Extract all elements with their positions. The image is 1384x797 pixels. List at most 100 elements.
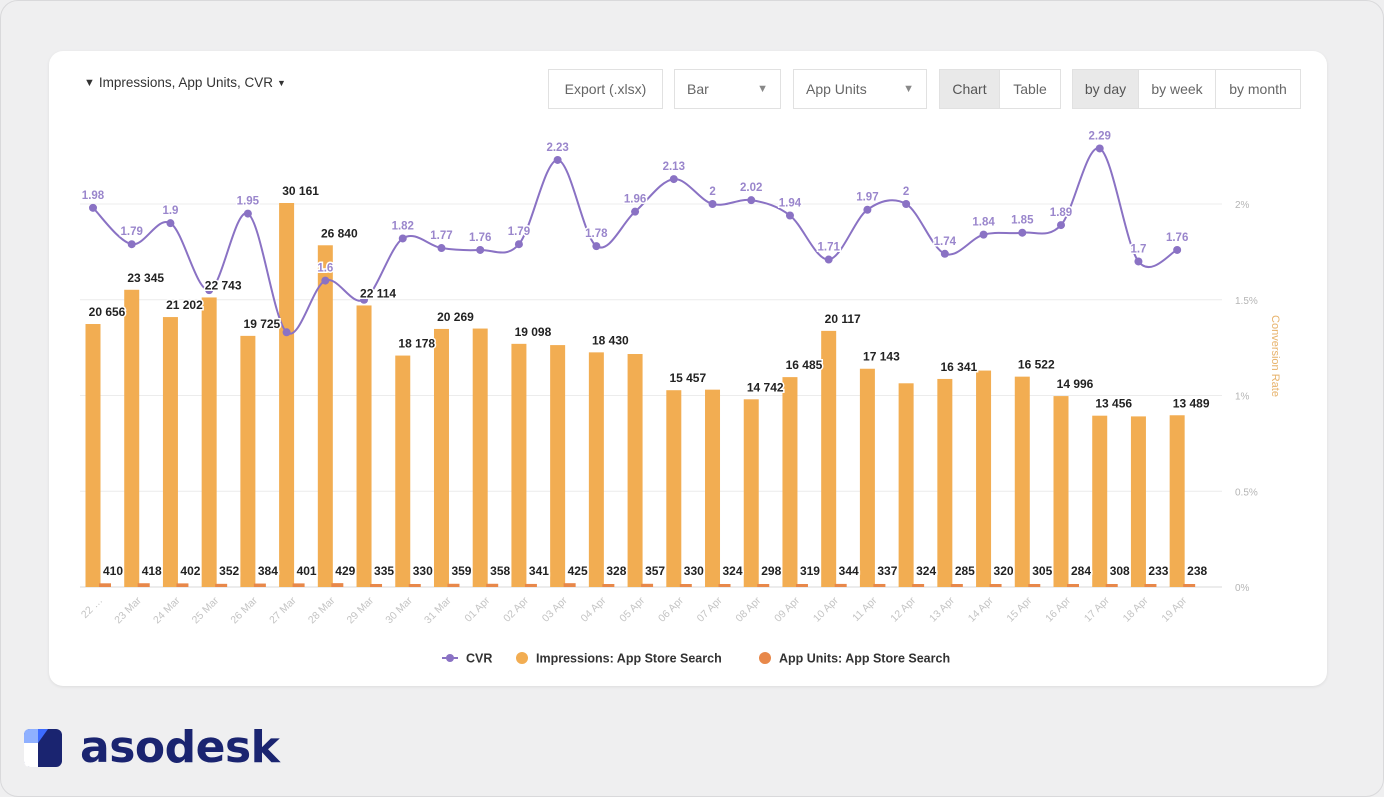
unit-bar xyxy=(408,584,421,587)
unit-bar xyxy=(99,583,111,587)
cvr-point xyxy=(243,209,252,218)
unit-bar xyxy=(1144,584,1157,587)
x-tick-label: 27 Mar xyxy=(267,594,299,626)
unit-bar xyxy=(524,583,537,587)
y-right-tick-label: 0.5% xyxy=(1235,487,1258,498)
cvr-point xyxy=(1134,257,1143,266)
view-chart-tab[interactable]: Chart xyxy=(939,69,1000,109)
impression-data-label: 21 202 xyxy=(166,298,203,312)
unit-bar xyxy=(641,583,654,587)
x-tick-label: 10 Apr xyxy=(811,594,841,624)
x-tick-label: 22 … xyxy=(79,595,105,621)
cvr-data-label: 2.29 xyxy=(1089,130,1111,142)
cvr-data-label: 1.82 xyxy=(392,220,414,232)
unit-data-label: 418 xyxy=(142,564,162,578)
impression-data-label: 22 743 xyxy=(205,278,242,292)
impression-bar xyxy=(1130,416,1146,587)
impression-data-label: 26 840 xyxy=(321,226,358,240)
unit-data-label: 410 xyxy=(103,564,123,578)
cvr-point xyxy=(437,244,446,253)
unit-bar xyxy=(253,583,266,587)
unit-data-label: 352 xyxy=(219,564,239,578)
x-tick-label: 07 Apr xyxy=(695,594,725,624)
y-right-tick-label: 0% xyxy=(1235,583,1250,594)
unit-bar xyxy=(370,583,383,587)
cvr-data-label: 1.94 xyxy=(779,197,802,209)
unit-bar xyxy=(215,583,228,587)
cvr-data-label: 1.9 xyxy=(162,205,178,217)
cvr-data-label: 1.77 xyxy=(430,230,452,242)
metric-select[interactable]: App Units ▼ xyxy=(793,69,927,109)
cvr-point xyxy=(514,240,523,249)
unit-bar xyxy=(292,583,305,587)
x-tick-label: 31 Mar xyxy=(422,594,454,626)
cvr-point xyxy=(553,155,562,164)
cvr-line xyxy=(92,147,1178,335)
cvr-data-label: 2 xyxy=(709,186,715,198)
metrics-filter[interactable]: ▼ Impressions, App Units, CVR ▼ xyxy=(84,75,286,90)
impression-data-label: 20 117 xyxy=(825,312,861,326)
x-tick-label: 12 Apr xyxy=(888,594,918,624)
impression-bar xyxy=(317,245,333,587)
by-month-label: by month xyxy=(1229,81,1287,97)
x-tick-label: 24 Mar xyxy=(151,594,183,626)
impression-bar xyxy=(356,305,372,587)
legend-label: App Units: App Store Search xyxy=(779,652,950,666)
x-tick-label: 05 Apr xyxy=(617,594,647,624)
unit-data-label: 320 xyxy=(994,564,1014,578)
impression-bar xyxy=(937,378,953,587)
x-tick-label: 25 Mar xyxy=(190,594,222,626)
impression-data-label: 22 114 xyxy=(360,286,396,300)
impression-data-label: 19 725 xyxy=(244,317,281,331)
unit-bar xyxy=(718,584,731,587)
unit-data-label: 402 xyxy=(180,564,200,578)
legend-label: CVR xyxy=(466,652,492,666)
impression-data-label: 16 341 xyxy=(940,360,977,374)
by-month-tab[interactable]: by month xyxy=(1215,69,1301,109)
cvr-point xyxy=(360,295,369,304)
y-right-tick-label: 2% xyxy=(1235,200,1250,211)
cvr-data-label: 1.97 xyxy=(856,192,878,204)
legend-label: Impressions: App Store Search xyxy=(536,652,722,666)
legend-swatch xyxy=(759,652,771,664)
impression-data-label: 14 742 xyxy=(747,380,784,394)
impression-bar xyxy=(976,370,992,587)
cvr-data-label: 1.76 xyxy=(1166,232,1188,244)
unit-data-label: 384 xyxy=(258,564,278,578)
cvr-data-label: 1.7 xyxy=(1130,243,1146,255)
unit-bar xyxy=(1067,584,1079,587)
cvr-data-label: 1.76 xyxy=(469,232,491,244)
impression-bar xyxy=(240,335,256,587)
cvr-point xyxy=(902,200,911,208)
impression-bar xyxy=(898,383,914,587)
x-tick-label: 01 Apr xyxy=(462,594,492,624)
impression-bar xyxy=(511,343,527,587)
cvr-point xyxy=(321,276,330,285)
by-week-tab[interactable]: by week xyxy=(1138,69,1216,109)
impression-data-label: 13 456 xyxy=(1095,397,1132,411)
impression-bar xyxy=(1053,396,1069,587)
by-day-tab[interactable]: by day xyxy=(1072,69,1139,109)
export-button-label: Export (.xlsx) xyxy=(564,81,647,97)
unit-data-label: 337 xyxy=(877,564,897,578)
impression-bar xyxy=(666,390,682,587)
filter-icon: ▼ xyxy=(84,76,95,89)
unit-data-label: 330 xyxy=(413,564,433,578)
impression-data-label: 23 345 xyxy=(127,271,164,285)
unit-bar xyxy=(563,583,576,587)
impression-data-label: 20 656 xyxy=(89,305,126,319)
unit-data-label: 330 xyxy=(684,564,704,578)
y-right-tick-label: 1.5% xyxy=(1235,296,1258,307)
unit-data-label: 429 xyxy=(335,564,355,578)
brand-name: asodesk xyxy=(80,722,280,773)
unit-data-label: 238 xyxy=(1187,564,1207,578)
by-day-label: by day xyxy=(1084,81,1127,97)
chart-type-select[interactable]: Bar ▼ xyxy=(674,69,781,109)
cvr-data-label: 2.02 xyxy=(740,182,762,194)
x-tick-label: 26 Mar xyxy=(228,594,260,626)
x-tick-label: 18 Apr xyxy=(1121,594,1151,624)
impression-bar xyxy=(550,345,566,587)
view-table-tab[interactable]: Table xyxy=(999,69,1061,109)
export-button[interactable]: Export (.xlsx) xyxy=(548,69,663,109)
